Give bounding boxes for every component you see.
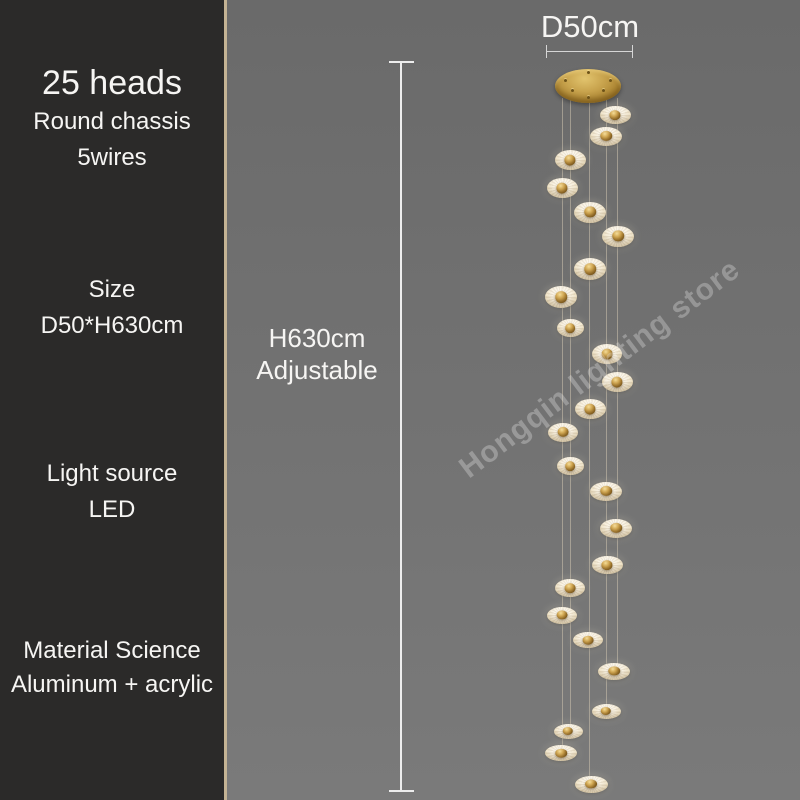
pendant-disc [574, 258, 606, 280]
spec-chassis-type: Round chassis [33, 108, 191, 135]
pendant-disc [599, 106, 631, 124]
pendant-disc [548, 422, 578, 442]
pendant-disc [553, 723, 583, 739]
pendant-disc [590, 126, 622, 146]
spec-heads-count: 25 heads [42, 64, 182, 102]
canopy-screw [564, 79, 567, 82]
diameter-left-tick [546, 45, 547, 58]
disc-gold-hub [609, 110, 621, 120]
spec-material-title: Material Science [23, 637, 201, 664]
disc-gold-hub [608, 666, 620, 676]
disc-gold-hub [600, 485, 612, 497]
spec-size-title: Size [88, 276, 136, 303]
disc-gold-hub [555, 291, 567, 303]
pendant-disc [545, 745, 577, 761]
height-dimension-line [400, 62, 402, 792]
disc-gold-hub [584, 403, 596, 415]
height-value: H630cm [268, 323, 366, 353]
disc-gold-hub [557, 426, 569, 438]
canopy-screw [602, 89, 605, 92]
spec-material-value: Aluminum + acrylic [10, 671, 214, 698]
spec-wires-count: 5wires [77, 144, 147, 171]
disc-gold-hub [565, 323, 575, 333]
disc-gold-hub [582, 635, 594, 645]
pendant-disc [601, 372, 633, 392]
spec-group-heads: 25 heads Round chassis 5wires [0, 62, 224, 176]
spec-group-size: Size D50*H630cm [0, 272, 224, 344]
suspension-wire [606, 98, 607, 711]
pendant-disc [600, 518, 632, 538]
disc-gold-hub [612, 230, 624, 242]
disc-gold-hub [584, 263, 596, 275]
pendant-disc [556, 457, 584, 475]
pendant-disc [598, 662, 630, 680]
spec-group-light-source: Light source LED [0, 456, 224, 528]
canopy-screw [571, 89, 574, 92]
disc-gold-hub [584, 206, 596, 218]
pendant-disc [590, 481, 622, 501]
diameter-dimension-label: D50cm [540, 9, 640, 44]
pendant-disc [574, 399, 606, 419]
pendant-disc [573, 632, 603, 648]
disc-gold-hub [564, 154, 576, 166]
pendant-disc [546, 178, 578, 198]
suspension-wire [589, 98, 590, 784]
disc-gold-hub [600, 130, 612, 142]
spec-light-source-value: LED [88, 496, 136, 523]
pendant-disc [556, 319, 584, 337]
pendant-disc [554, 150, 586, 170]
pendant-disc [591, 556, 623, 574]
pendant-disc [547, 606, 577, 624]
disc-gold-hub [601, 348, 613, 360]
disc-gold-hub [610, 522, 622, 534]
height-dimension-label: H630cm Adjustable [237, 322, 397, 386]
pendant-disc [574, 775, 608, 793]
height-note: Adjustable [256, 355, 378, 385]
disc-gold-hub [556, 182, 568, 194]
panel-divider [224, 0, 227, 800]
spec-group-material: Material Science Aluminum + acrylic [0, 634, 224, 702]
pendant-disc [592, 344, 622, 364]
height-dimension-top-tick [389, 61, 414, 63]
diameter-dimension-line [546, 51, 633, 52]
pendant-disc [574, 201, 606, 223]
disc-gold-hub [585, 779, 597, 789]
disc-gold-hub [565, 461, 575, 471]
disc-gold-hub [600, 706, 612, 716]
pendant-disc [602, 225, 634, 247]
specs-panel: 25 heads Round chassis 5wires Size D50*H… [0, 0, 224, 800]
pendant-disc [555, 579, 585, 597]
canopy-screw [587, 71, 590, 74]
disc-gold-hub [562, 726, 574, 736]
suspension-wire [570, 98, 571, 731]
disc-gold-hub [556, 610, 568, 620]
canopy-screw [609, 79, 612, 82]
spec-size-value: D50*H630cm [40, 312, 184, 339]
diameter-right-tick [632, 45, 633, 58]
disc-gold-hub [564, 583, 576, 593]
pendant-disc [591, 703, 621, 719]
canopy-screw [587, 96, 590, 99]
disc-gold-hub [555, 748, 567, 758]
pendant-disc [545, 286, 577, 308]
disc-gold-hub [611, 376, 623, 388]
disc-gold-hub [601, 560, 613, 570]
height-dimension-bottom-tick [389, 790, 414, 792]
spec-light-source-title: Light source [46, 460, 178, 487]
